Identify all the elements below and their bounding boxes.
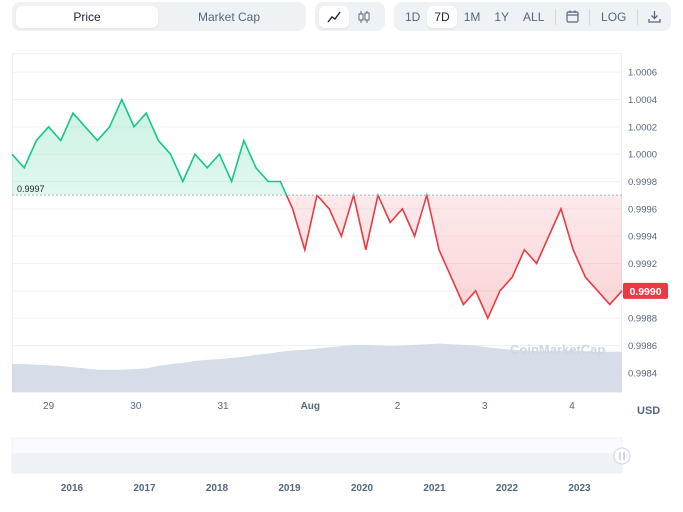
x-tick-label: 3 [482, 401, 488, 412]
range-1y-button[interactable]: 1Y [494, 9, 510, 24]
x-tick-label: Aug [301, 401, 320, 412]
toolbar-divider-2 [589, 8, 591, 25]
y-tick-label: 1.0006 [628, 68, 657, 79]
volume-area [12, 343, 622, 392]
range-1d-button[interactable]: 1D [405, 9, 421, 24]
calendar-button[interactable] [560, 6, 585, 28]
range-navigator[interactable]: 2016 2017 2018 2019 2020 2021 2022 2023 [11, 437, 631, 494]
navigator-x-tick-label: 2022 [496, 483, 519, 494]
view-toggle: Price Market Cap [12, 2, 306, 31]
navigator-x-tick-label: 2018 [206, 483, 229, 494]
chart-type-toggle [315, 2, 385, 31]
x-tick-label: 29 [43, 401, 55, 412]
range-toolbar: 1D 7D 1M 1Y ALL LOG [394, 2, 671, 31]
x-tick-label: 2 [395, 401, 401, 412]
x-axis: 29 30 31 Aug 2 3 4 [43, 401, 575, 412]
download-icon [648, 11, 661, 23]
current-price-tag: 0.9990 [623, 282, 668, 299]
y-tick-label: 1.0002 [628, 122, 657, 133]
y-tick-label: 1.0000 [628, 150, 657, 161]
volume-series [12, 343, 622, 392]
navigator-x-tick-label: 2021 [423, 483, 446, 494]
navigator-x-tick-label: 2023 [568, 483, 591, 494]
toolbar-divider-3 [637, 8, 639, 25]
y-tick-label: 0.9986 [628, 341, 657, 352]
log-scale-button[interactable]: LOG [601, 9, 627, 24]
tab-market-cap[interactable]: Market Cap [197, 9, 261, 24]
range-1m-button[interactable]: 1M [463, 9, 481, 24]
navigator-x-tick-label: 2020 [351, 483, 374, 494]
navigator-x-tick-label: 2019 [278, 483, 301, 494]
calendar-icon [566, 10, 579, 23]
line-chart-button[interactable] [319, 5, 349, 28]
x-tick-label: 4 [569, 401, 575, 412]
line-chart-icon [327, 11, 341, 22]
y-tick-label: 0.9992 [628, 259, 657, 270]
navigator-x-tick-label: 2017 [133, 483, 156, 494]
navigator-handle[interactable] [613, 447, 631, 465]
x-tick-label: 30 [130, 401, 142, 412]
range-7d-button[interactable]: 7D [427, 5, 457, 28]
navigator-x-tick-label: 2016 [61, 483, 84, 494]
candlestick-icon [358, 10, 370, 23]
range-all-button[interactable]: ALL [523, 9, 545, 24]
tab-price[interactable]: Price [16, 5, 158, 28]
y-tick-label: 0.9984 [628, 368, 657, 379]
price-chart[interactable]: CoinMarketCap 0.9997 1.00061.00041.00021… [0, 40, 683, 512]
y-tick-label: 0.9998 [628, 177, 657, 188]
toolbar-divider [555, 8, 557, 25]
currency-label: USD [637, 405, 661, 417]
y-tick-label: 0.9988 [628, 314, 657, 325]
y-tick-label: 1.0004 [628, 95, 657, 106]
reference-price-label: 0.9997 [17, 184, 45, 194]
navigator-mini-series [12, 453, 622, 473]
current-price-label: 0.9990 [629, 286, 661, 298]
grid [12, 71, 622, 374]
download-button[interactable] [642, 6, 667, 28]
current-price-badge [623, 282, 668, 299]
price-area-up [12, 99, 622, 196]
y-tick-label: 0.9994 [628, 232, 657, 243]
candlestick-button[interactable] [349, 6, 379, 28]
price-line-up [11, 97, 428, 196]
navigator-x-axis: 2016 2017 2018 2019 2020 2021 2022 2023 [61, 483, 591, 494]
y-tick-label: 0.9996 [628, 204, 657, 215]
y-axis: 1.0006 1.0004 1.0002 1.0000 0.9998 0.9996 0.99… [628, 68, 657, 380]
watermark-text: CoinMarketCap [510, 342, 605, 357]
x-tick-label: 31 [217, 401, 229, 412]
